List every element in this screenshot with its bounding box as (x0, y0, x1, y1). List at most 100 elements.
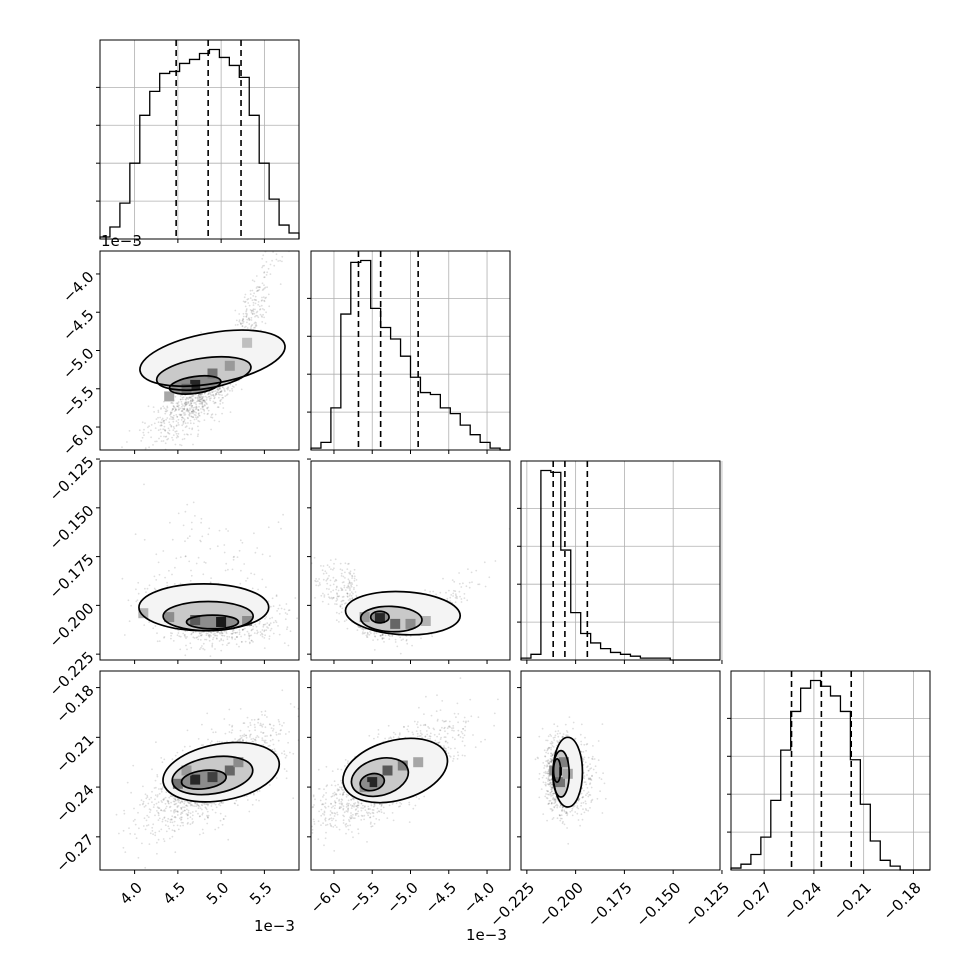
scatter-point (137, 581, 140, 584)
scatter-point (280, 527, 282, 530)
scatter-point (155, 440, 158, 443)
scatter-point (250, 310, 253, 312)
scatter-point (153, 575, 156, 578)
scatter-point (255, 299, 258, 302)
scatter-point (249, 634, 251, 637)
scatter-point (189, 408, 191, 411)
scatter-point (209, 631, 212, 634)
scatter-point (219, 632, 222, 635)
scatter-point (340, 587, 342, 589)
scatter-point (267, 526, 270, 529)
scatter-point (132, 820, 135, 822)
scatter-point (387, 634, 390, 637)
scatter-point (260, 315, 263, 317)
scatter-point (200, 804, 203, 806)
scatter-point (261, 265, 264, 267)
scatter-point (263, 299, 265, 302)
scatter-point (170, 424, 173, 427)
scatter-point (189, 396, 191, 399)
scatter-point (197, 638, 200, 641)
scatter-point (165, 418, 168, 421)
scatter-point (247, 298, 250, 300)
scatter-point (204, 404, 206, 407)
scatter-point (336, 599, 339, 601)
scatter-point (220, 390, 223, 393)
scatter-point (344, 577, 346, 579)
scatter-point (160, 440, 163, 442)
scatter-point (201, 397, 204, 399)
scatter-point (251, 310, 253, 312)
scatter-point (193, 637, 196, 639)
scatter-point (224, 395, 227, 397)
scatter-point (179, 443, 181, 446)
scatter-point (152, 406, 155, 408)
scatter-point (176, 405, 179, 408)
scatter-point (328, 566, 331, 568)
scatter-point (230, 632, 233, 635)
scatter-point (192, 821, 195, 823)
scatter-point (332, 583, 335, 586)
scatter-point (468, 581, 471, 584)
scatter-point (242, 300, 245, 303)
scatter-point (151, 826, 154, 829)
scatter-point (251, 313, 254, 315)
scatter-point (210, 740, 213, 743)
density-cell-0 (374, 613, 385, 624)
scatter-point (127, 599, 130, 602)
scatter-point (190, 399, 192, 402)
scatter-point (169, 423, 172, 426)
scatter-point (148, 808, 151, 810)
scatter-point (185, 813, 188, 815)
scatter-point (264, 634, 266, 637)
scatter-point (203, 412, 206, 415)
scatter-point (176, 402, 179, 404)
scatter-point (185, 637, 187, 640)
scatter-point (227, 642, 230, 645)
scatter-point (201, 402, 203, 405)
scatter-point (148, 798, 151, 801)
scatter-point (257, 289, 259, 292)
scatter-point (253, 280, 256, 283)
scatter-point (277, 733, 280, 735)
scatter-point (261, 282, 264, 285)
scatter-point (164, 429, 167, 432)
scatter-point (351, 583, 354, 585)
scatter-point (192, 422, 195, 425)
scatter-point (210, 805, 213, 807)
scatter-point (318, 582, 321, 584)
scatter-point (171, 829, 174, 831)
scatter-point (180, 414, 183, 416)
scatter-point (250, 733, 252, 736)
scatter-point (448, 589, 450, 592)
scatter-point (204, 401, 207, 404)
scatter-point (211, 391, 214, 394)
scatter-point (429, 590, 431, 593)
scatter-point (323, 594, 326, 596)
scatter-point (203, 400, 206, 403)
scatter-point (313, 556, 316, 559)
scatter-point (376, 638, 379, 641)
scatter-point (165, 791, 168, 794)
scatter-point (167, 437, 170, 440)
scatter-point (261, 629, 264, 631)
scatter-point (252, 310, 255, 313)
scatter-point (134, 533, 137, 536)
scatter-point (219, 387, 221, 390)
scatter-point (234, 324, 237, 326)
scatter-point (227, 386, 230, 389)
scatter-point (214, 413, 217, 416)
scatter-point (152, 833, 155, 836)
scatter-point (198, 396, 201, 399)
scatter-point (181, 416, 184, 419)
scatter-point (260, 300, 263, 302)
scatter-point (173, 410, 176, 412)
scatter-point (255, 275, 258, 277)
scatter-point (207, 393, 209, 396)
scatter-point (168, 429, 171, 432)
scatter-point (175, 432, 178, 435)
scatter-point (249, 297, 252, 299)
scatter-point (347, 578, 350, 581)
scatter-point (197, 408, 200, 411)
scatter-point (281, 724, 283, 727)
scatter-point (198, 414, 200, 416)
